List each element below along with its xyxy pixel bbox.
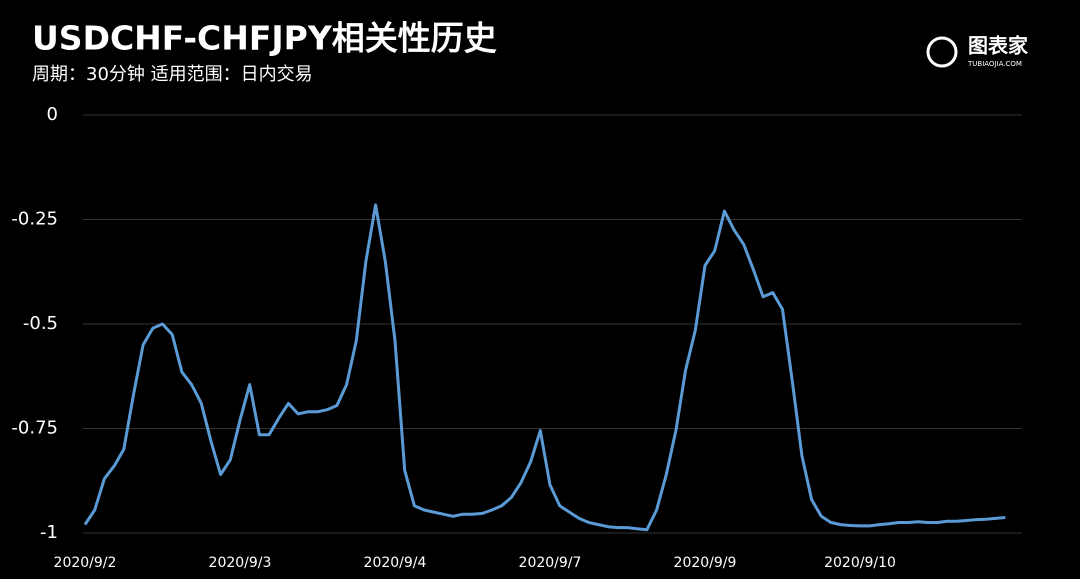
x-tick-label: 2020/9/3: [209, 555, 272, 571]
chart-subtitle: 周期：30分钟 适用范围：日内交易: [32, 64, 313, 85]
y-tick-label: -0.75: [11, 418, 58, 439]
y-tick-label: 0: [47, 104, 58, 125]
y-tick-label: -0.25: [11, 209, 58, 230]
chart-title: USDCHF-CHFJPY相关性历史: [32, 19, 497, 58]
logo-icon: [926, 36, 958, 68]
x-tick-label: 2020/9/10: [824, 555, 896, 571]
data-line: [83, 203, 1006, 532]
x-tick-label: 2020/9/9: [674, 555, 737, 571]
y-tick-label: -0.5: [23, 313, 58, 334]
logo-sub: TUBIAOJIA.COM: [967, 60, 1022, 68]
x-tick-label: 2020/9/7: [519, 555, 582, 571]
logo: 图表家: [968, 34, 1029, 58]
x-tick-label: 2020/9/4: [364, 555, 427, 571]
x-tick-label: 2020/9/2: [54, 555, 117, 571]
y-tick-label: -1: [40, 522, 58, 543]
